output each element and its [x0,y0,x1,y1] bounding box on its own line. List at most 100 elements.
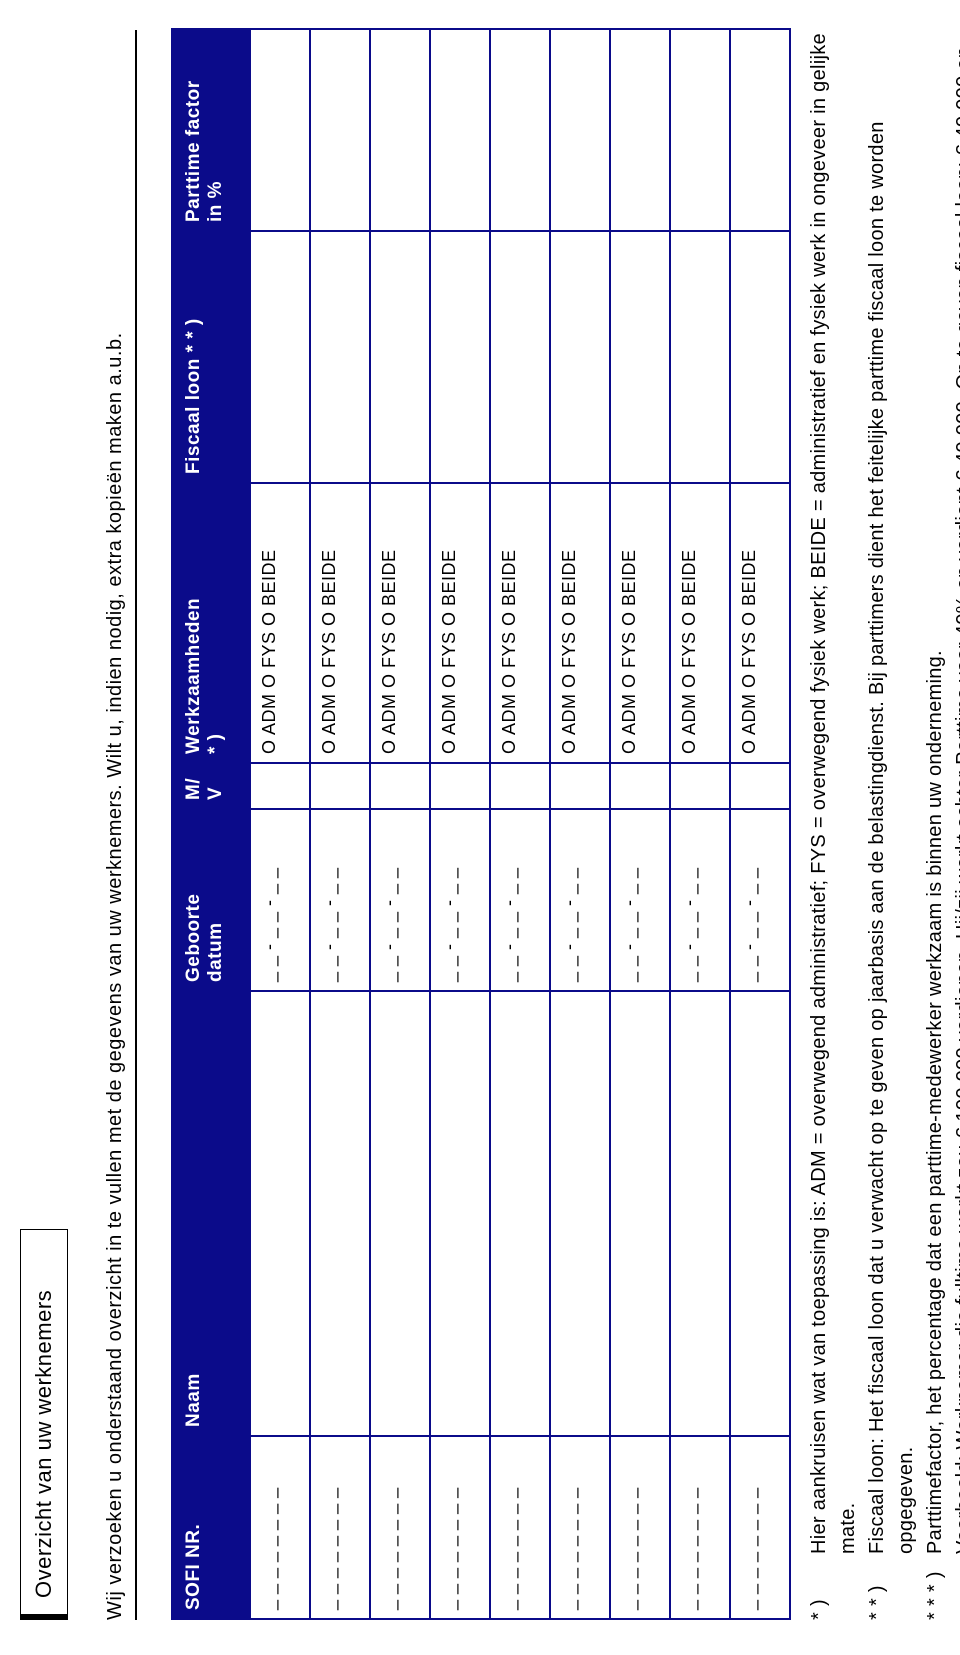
cell-mv[interactable] [310,763,370,809]
cell-pt[interactable] [490,29,550,231]
cell-geb[interactable]: _ _ - _ _ - _ _ [550,809,610,991]
cell-naam[interactable] [430,991,490,1436]
cell-werk[interactable]: O ADM O FYS O BEIDE [610,483,670,763]
table-body: _ _ _ _ _ _ _ __ _ - _ _ - _ _O ADM O FY… [250,29,790,1619]
employee-table: SOFI NR.NaamGeboorte datumM/ VWerkzaamhe… [171,28,791,1620]
cell-geb[interactable]: _ _ - _ _ - _ _ [250,809,310,991]
cell-naam[interactable] [730,991,790,1436]
table-row: _ _ _ _ _ _ _ _ _ _ - _ _ - _ _ O ADM O FY… [370,29,430,1619]
cell-geb[interactable]: _ _ - _ _ - _ _ [430,809,490,991]
cell-mv[interactable] [250,763,310,809]
cell-naam[interactable] [370,991,430,1436]
cell-fisc[interactable] [310,231,370,483]
table-header: SOFI NR.NaamGeboorte datumM/ VWerkzaamhe… [172,29,250,1619]
cell-naam[interactable] [490,991,550,1436]
th-fisc: Fiscaal loon * * ) [172,231,250,483]
cell-werk[interactable]: O ADM O FYS O BEIDE [430,483,490,763]
cell-text-werk: O ADM O FYS O BEIDE [439,549,459,754]
document-root: Overzicht van uw werknemers Wij verzoeke… [20,30,960,1620]
cell-sofi[interactable]: _ _ _ _ _ _ _ _ [430,1436,490,1619]
cell-text-werk: O ADM O FYS O BEIDE [619,549,639,754]
page-title: Overzicht van uw werknemers [31,1290,56,1598]
cell-fisc[interactable] [250,231,310,483]
cell-text-geb: _ _ - _ _ - _ _ [379,867,399,982]
cell-pt[interactable] [610,29,670,231]
cell-text-werk: O ADM O FYS O BEIDE [739,549,759,754]
cell-pt[interactable] [670,29,730,231]
cell-geb[interactable]: _ _ - _ _ - _ _ [490,809,550,991]
cell-werk[interactable]: O ADM O FYS O BEIDE [490,483,550,763]
cell-geb[interactable]: _ _ - _ _ - _ _ [610,809,670,991]
cell-sofi[interactable]: _ _ _ _ _ _ _ _ [730,1436,790,1619]
cell-text-geb: _ _ - _ _ - _ _ [439,867,459,982]
cell-text-sofi: _ _ _ _ _ _ _ _ [679,1487,699,1610]
cell-naam[interactable] [250,991,310,1436]
th-werk: Werkzaamheden * ) [172,483,250,763]
cell-naam[interactable] [310,991,370,1436]
cell-sofi[interactable]: _ _ _ _ _ _ _ _ [670,1436,730,1619]
cell-werk[interactable]: O ADM O FYS O BEIDE [670,483,730,763]
cell-werk[interactable]: O ADM O FYS O BEIDE [370,483,430,763]
cell-mv[interactable] [670,763,730,809]
cell-mv[interactable] [550,763,610,809]
cell-mv[interactable] [430,763,490,809]
cell-mv[interactable] [730,763,790,809]
page-title-box: Overzicht van uw werknemers [20,1229,68,1620]
cell-werk[interactable]: O ADM O FYS O BEIDE [310,483,370,763]
th-pt: Parttime factor in % [172,29,250,231]
cell-geb[interactable]: _ _ - _ _ - _ _ [730,809,790,991]
cell-fisc[interactable] [730,231,790,483]
cell-geb[interactable]: _ _ - _ _ - _ _ [370,809,430,991]
cell-sofi[interactable]: _ _ _ _ _ _ _ _ [310,1436,370,1619]
cell-text-werk: O ADM O FYS O BEIDE [559,549,579,754]
cell-text-geb: _ _ - _ _ - _ _ [499,867,519,982]
cell-geb[interactable]: _ _ - _ _ - _ _ [670,809,730,991]
cell-text-geb: _ _ - _ _ - _ _ [739,867,759,982]
cell-sofi[interactable]: _ _ _ _ _ _ _ _ [370,1436,430,1619]
cell-sofi[interactable]: _ _ _ _ _ _ _ _ [550,1436,610,1619]
cell-fisc[interactable] [610,231,670,483]
cell-text-geb: _ _ - _ _ - _ _ [259,867,279,982]
footnote-mark: * * ) [863,1554,921,1620]
table-row: _ _ _ _ _ _ _ _ _ _ - _ _ - _ _ O ADM O FY… [430,29,490,1619]
cell-pt[interactable] [310,29,370,231]
footnote-text: Hier aankruisen wat van toepassing is: A… [805,30,863,1554]
cell-text-sofi: _ _ _ _ _ _ _ _ [559,1487,579,1610]
cell-pt[interactable] [430,29,490,231]
cell-text-sofi: _ _ _ _ _ _ _ _ [739,1487,759,1610]
th-mv: M/ V [172,763,250,809]
cell-mv[interactable] [490,763,550,809]
cell-text-werk: O ADM O FYS O BEIDE [379,549,399,754]
cell-sofi[interactable]: _ _ _ _ _ _ _ _ [490,1436,550,1619]
cell-geb[interactable]: _ _ - _ _ - _ _ [310,809,370,991]
footnotes: * )Hier aankruisen wat van toepassing is… [805,30,960,1620]
cell-pt[interactable] [250,29,310,231]
cell-pt[interactable] [550,29,610,231]
th-sofi: SOFI NR. [172,1436,250,1619]
cell-naam[interactable] [610,991,670,1436]
cell-mv[interactable] [370,763,430,809]
cell-mv[interactable] [610,763,670,809]
cell-fisc[interactable] [430,231,490,483]
cell-naam[interactable] [550,991,610,1436]
th-geb: Geboorte datum [172,809,250,991]
cell-text-geb: _ _ - _ _ - _ _ [319,867,339,982]
cell-werk[interactable]: O ADM O FYS O BEIDE [730,483,790,763]
cell-pt[interactable] [370,29,430,231]
cell-naam[interactable] [670,991,730,1436]
cell-pt[interactable] [730,29,790,231]
cell-text-sofi: _ _ _ _ _ _ _ _ [439,1487,459,1610]
cell-text-sofi: _ _ _ _ _ _ _ _ [259,1487,279,1610]
cell-text-werk: O ADM O FYS O BEIDE [679,549,699,754]
cell-werk[interactable]: O ADM O FYS O BEIDE [550,483,610,763]
table-row: _ _ _ _ _ _ _ _ _ _ - _ _ - _ _ O ADM O FY… [490,29,550,1619]
subtitle-wrap: Wij verzoeken u onderstaand overzicht in… [104,30,137,1620]
cell-fisc[interactable] [550,231,610,483]
cell-werk[interactable]: O ADM O FYS O BEIDE [250,483,310,763]
table-row: _ _ _ _ _ _ _ _ _ _ - _ _ - _ _ O ADM O FY… [250,29,310,1619]
cell-sofi[interactable]: _ _ _ _ _ _ _ _ [250,1436,310,1619]
cell-sofi[interactable]: _ _ _ _ _ _ _ _ [610,1436,670,1619]
cell-fisc[interactable] [490,231,550,483]
cell-fisc[interactable] [370,231,430,483]
cell-fisc[interactable] [670,231,730,483]
